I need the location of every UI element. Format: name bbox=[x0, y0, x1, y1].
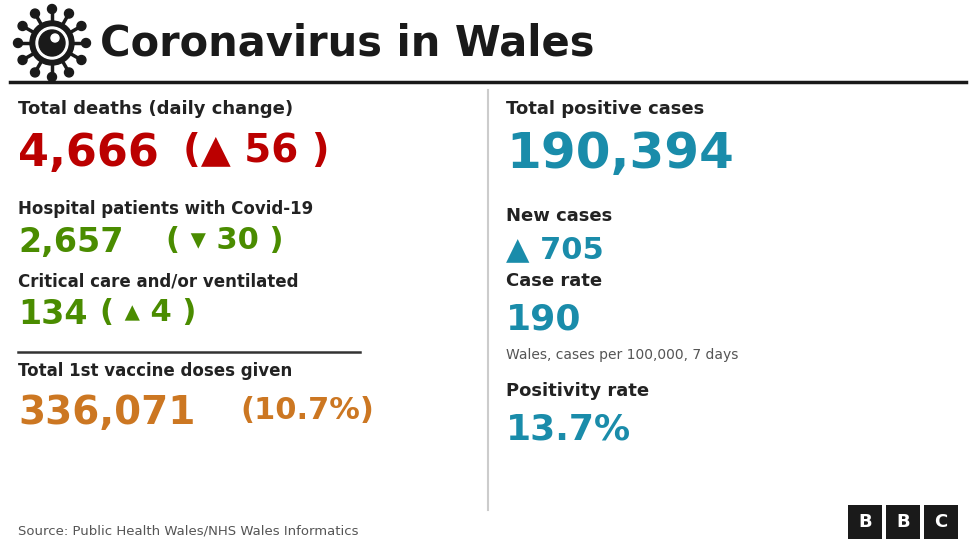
Text: Wales, cases per 100,000, 7 days: Wales, cases per 100,000, 7 days bbox=[506, 348, 739, 362]
Text: Total deaths (daily change): Total deaths (daily change) bbox=[18, 100, 293, 118]
Text: Hospital patients with Covid-19: Hospital patients with Covid-19 bbox=[18, 200, 313, 218]
Text: Critical care and/or ventilated: Critical care and/or ventilated bbox=[18, 272, 299, 290]
Circle shape bbox=[18, 21, 27, 31]
Text: New cases: New cases bbox=[506, 207, 612, 225]
Text: 190: 190 bbox=[506, 302, 582, 336]
Text: Total 1st vaccine doses given: Total 1st vaccine doses given bbox=[18, 362, 292, 380]
Text: Source: Public Health Wales/NHS Wales Informatics: Source: Public Health Wales/NHS Wales In… bbox=[18, 524, 358, 537]
Text: 336,071: 336,071 bbox=[18, 394, 195, 432]
Text: 13.7%: 13.7% bbox=[506, 412, 631, 446]
Circle shape bbox=[82, 38, 91, 48]
Circle shape bbox=[30, 68, 39, 77]
Circle shape bbox=[39, 30, 65, 56]
Text: 2,657: 2,657 bbox=[18, 226, 124, 259]
Text: 4,666: 4,666 bbox=[18, 132, 159, 175]
Text: B: B bbox=[896, 513, 910, 531]
Circle shape bbox=[64, 68, 73, 77]
Text: ( ▾ 30 ): ( ▾ 30 ) bbox=[166, 226, 283, 255]
Text: Positivity rate: Positivity rate bbox=[506, 382, 649, 400]
Circle shape bbox=[51, 34, 59, 42]
Circle shape bbox=[30, 21, 74, 65]
Circle shape bbox=[64, 9, 73, 18]
Text: Total positive cases: Total positive cases bbox=[506, 100, 705, 118]
Circle shape bbox=[77, 21, 86, 31]
Circle shape bbox=[36, 27, 68, 59]
FancyBboxPatch shape bbox=[848, 505, 882, 539]
Text: (▲ 56 ): (▲ 56 ) bbox=[183, 132, 330, 170]
Circle shape bbox=[48, 4, 57, 14]
Text: 134: 134 bbox=[18, 298, 88, 331]
Text: Case rate: Case rate bbox=[506, 272, 602, 290]
Circle shape bbox=[77, 55, 86, 64]
Text: 190,394: 190,394 bbox=[506, 130, 734, 178]
Text: (10.7%): (10.7%) bbox=[240, 396, 374, 425]
FancyBboxPatch shape bbox=[924, 505, 958, 539]
Circle shape bbox=[30, 9, 39, 18]
Text: Coronavirus in Wales: Coronavirus in Wales bbox=[100, 23, 594, 65]
Text: B: B bbox=[858, 513, 872, 531]
Circle shape bbox=[14, 38, 22, 48]
Text: ( ▴ 4 ): ( ▴ 4 ) bbox=[100, 298, 196, 327]
FancyBboxPatch shape bbox=[886, 505, 920, 539]
Circle shape bbox=[48, 72, 57, 81]
Circle shape bbox=[18, 55, 27, 64]
Text: ▲ 705: ▲ 705 bbox=[506, 235, 604, 264]
Text: C: C bbox=[934, 513, 948, 531]
